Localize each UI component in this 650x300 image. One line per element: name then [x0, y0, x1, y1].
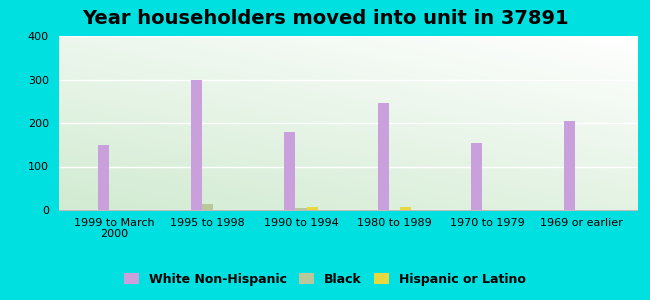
Bar: [284, 132, 296, 210]
Bar: [296, 208, 307, 210]
Text: Year householders moved into unit in 37891: Year householders moved into unit in 378…: [82, 9, 568, 28]
Bar: [307, 206, 318, 210]
Bar: [98, 145, 109, 210]
Bar: [98, 145, 109, 210]
Bar: [296, 208, 307, 210]
Bar: [471, 142, 482, 210]
Bar: [284, 132, 296, 210]
Bar: [202, 204, 213, 210]
Bar: [378, 103, 389, 210]
Bar: [378, 103, 389, 210]
Bar: [202, 204, 213, 210]
Bar: [400, 207, 411, 210]
Bar: [564, 121, 575, 210]
Bar: [191, 80, 202, 210]
Bar: [400, 207, 411, 210]
Bar: [564, 121, 575, 210]
Legend: White Non-Hispanic, Black, Hispanic or Latino: White Non-Hispanic, Black, Hispanic or L…: [119, 268, 531, 291]
Bar: [307, 206, 318, 210]
Bar: [191, 80, 202, 210]
Bar: [471, 142, 482, 210]
